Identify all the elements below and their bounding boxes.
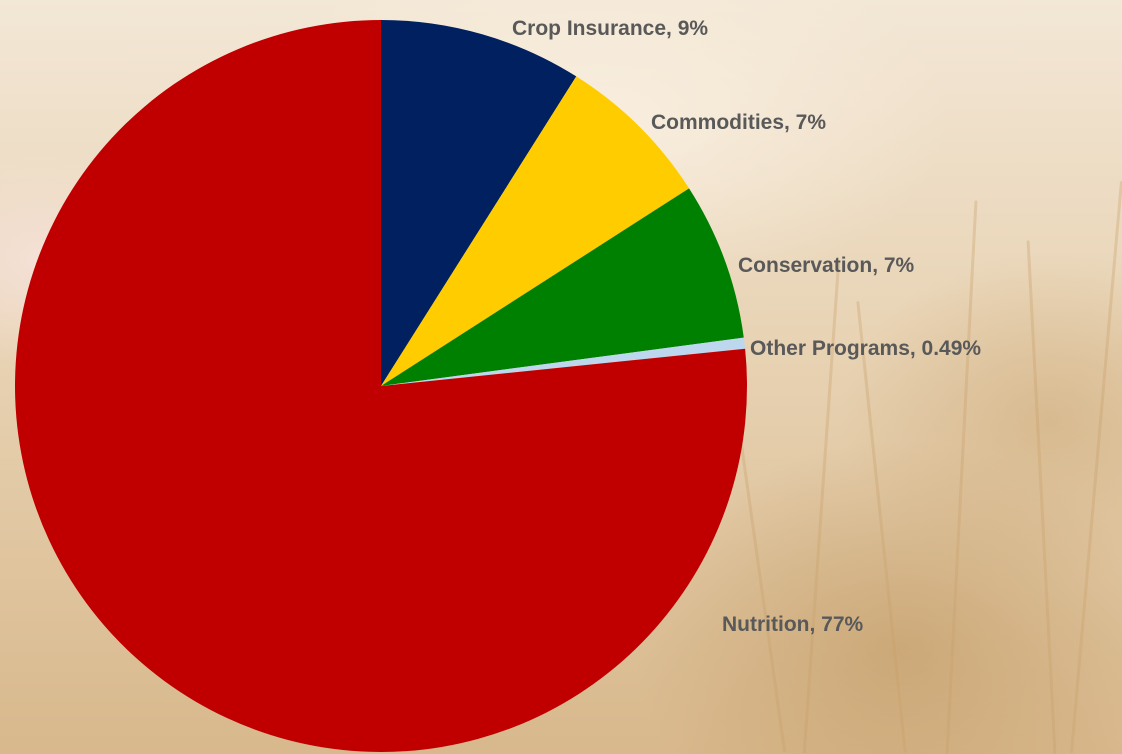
pie-slice-crop-insurance — [381, 20, 577, 386]
data-label-commodities: Commodities, 7% — [651, 111, 826, 134]
data-label-crop-insurance: Crop Insurance, 9% — [512, 17, 708, 40]
pie-slice-conservation — [381, 188, 744, 386]
pie-slice-commodities — [381, 76, 690, 386]
pie-slice-other-programs — [381, 337, 746, 386]
data-label-nutrition: Nutrition, 77% — [722, 613, 864, 636]
pie-slices — [15, 20, 748, 752]
data-label-other-programs: Other Programs, 0.49% — [750, 337, 981, 360]
data-label-conservation: Conservation, 7% — [738, 254, 915, 277]
pie-slice-nutrition — [15, 20, 748, 752]
pie-data-labels: Crop Insurance, 9% Commodities, 7% Conserv… — [512, 17, 981, 636]
